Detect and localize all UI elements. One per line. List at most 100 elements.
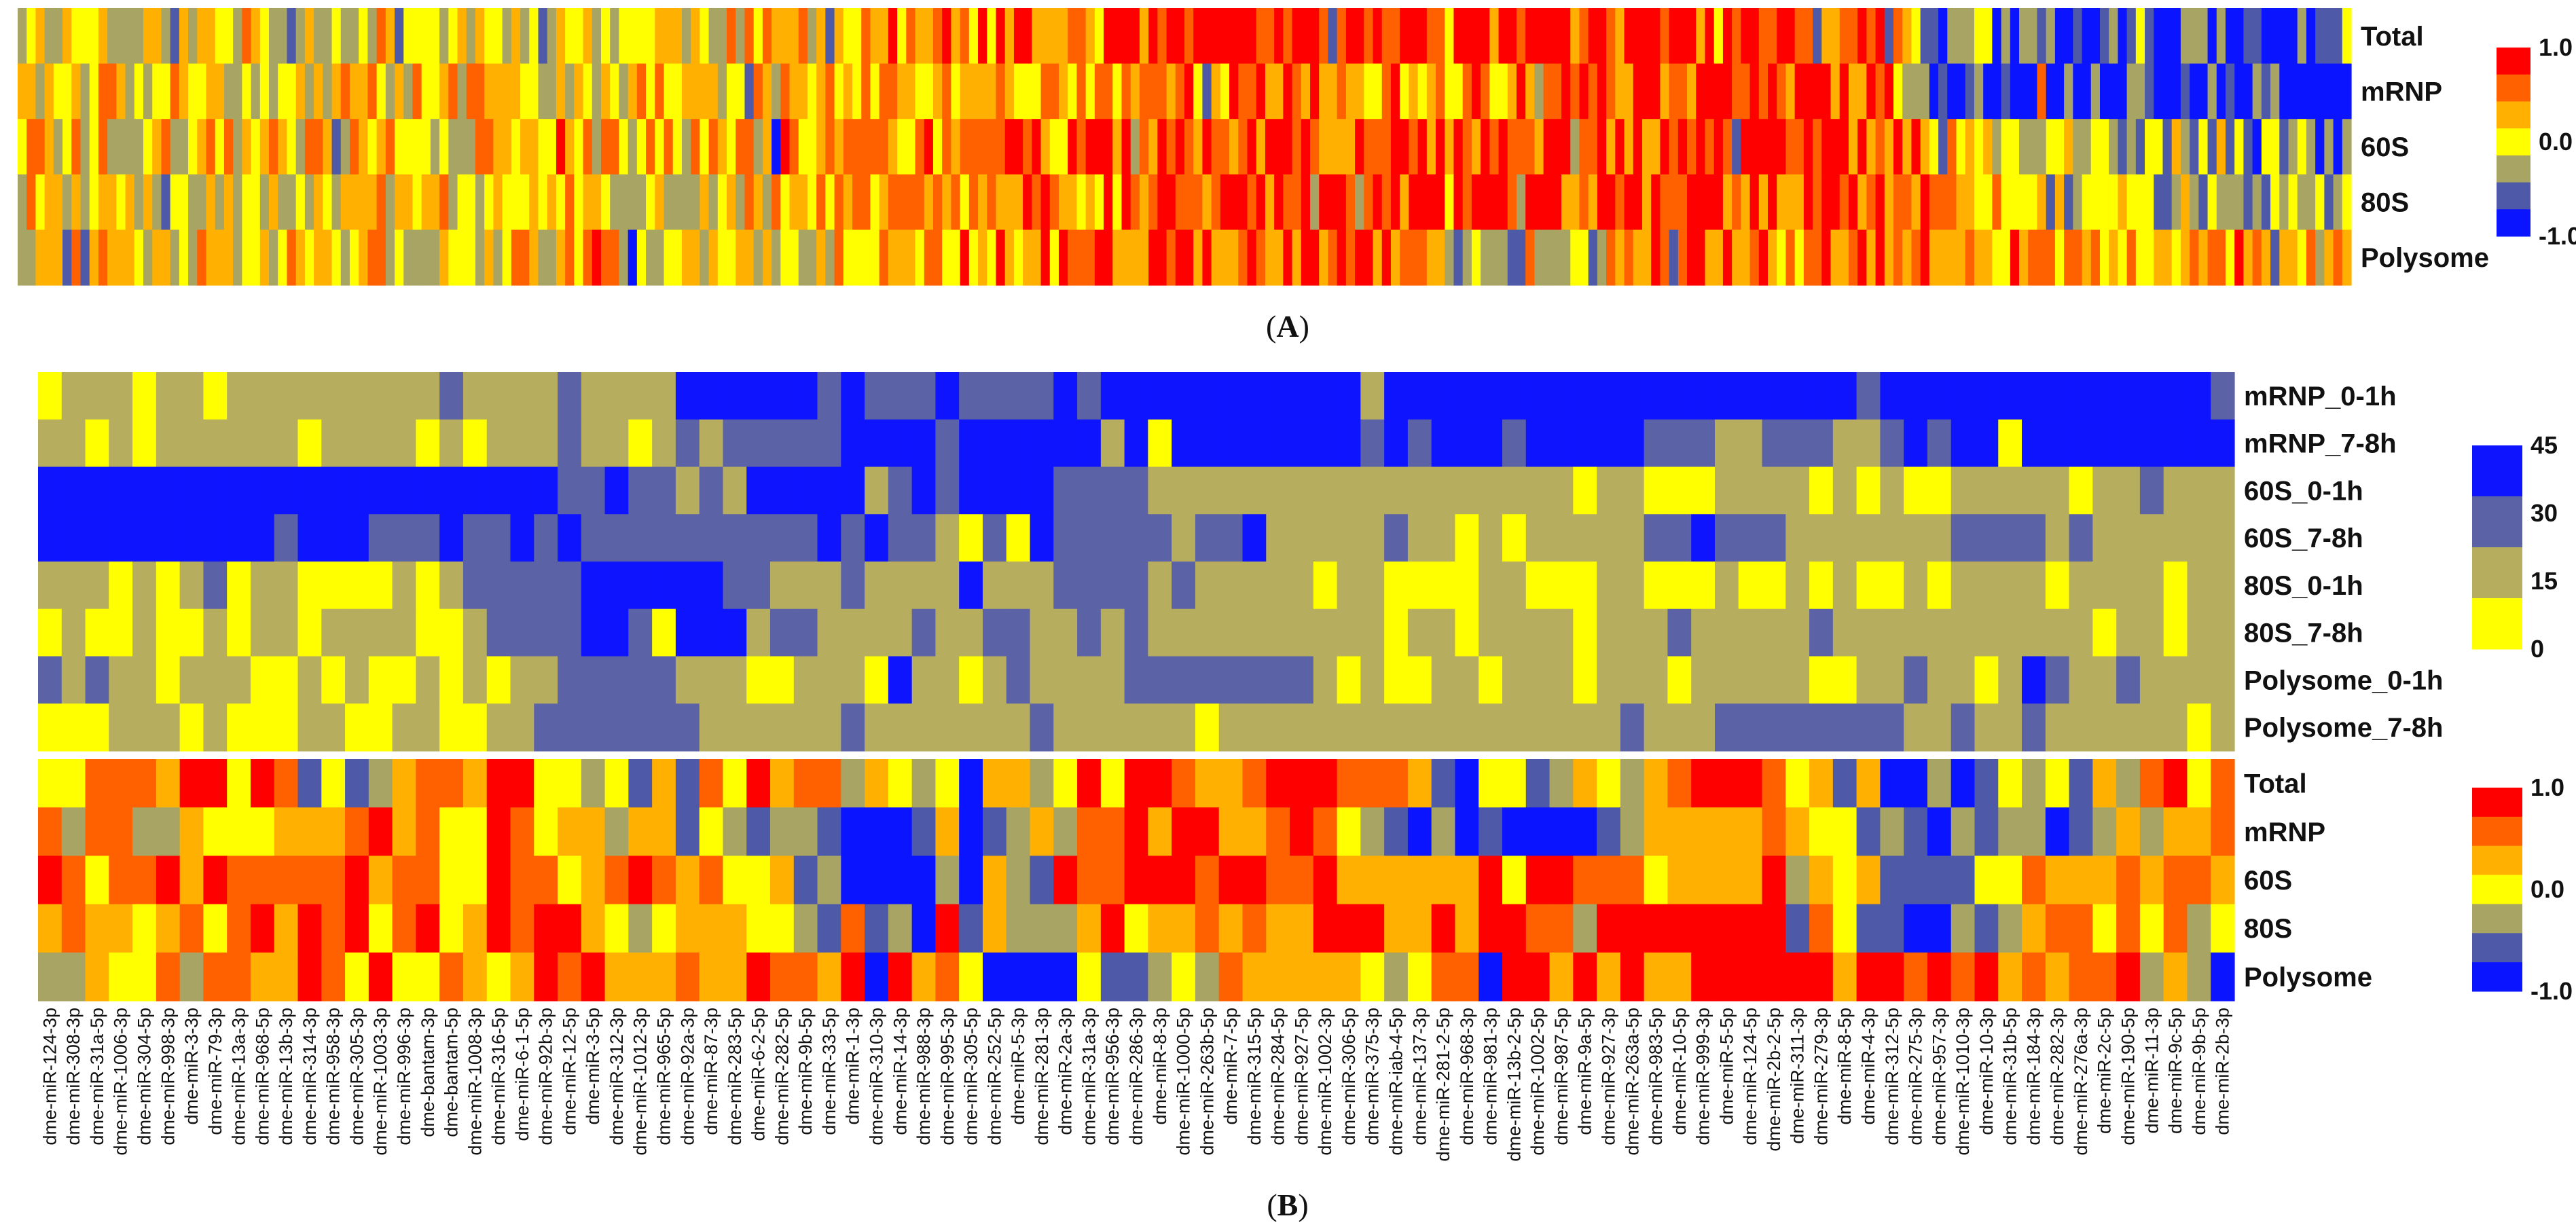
heatmap-cell — [1904, 703, 1928, 752]
heatmap-cell — [1175, 174, 1185, 230]
heatmap-cell — [636, 63, 647, 120]
heatmap-cell — [1355, 174, 1364, 230]
heatmap-cell — [1218, 656, 1244, 704]
heatmap-cell — [646, 229, 655, 286]
heatmap-cell — [581, 952, 606, 1002]
heatmap-cell — [321, 703, 346, 752]
heatmap-cell — [1053, 807, 1078, 856]
heatmap-cell — [1794, 174, 1804, 230]
heatmap-cell — [1193, 63, 1203, 120]
heatmap-cell — [1104, 174, 1113, 230]
heatmap-cell — [18, 8, 27, 65]
heatmap-cell — [1023, 63, 1032, 120]
heatmap-cell — [915, 174, 925, 230]
heatmap-cell — [1364, 119, 1374, 175]
heatmap-cell — [1195, 466, 1220, 515]
heatmap-cell — [486, 856, 511, 905]
heatmap-cell — [2180, 229, 2190, 286]
heatmap-cell — [1884, 8, 1894, 65]
heatmap-cell — [1053, 703, 1078, 752]
column-label: dme-miR-983-5p — [1646, 1008, 1666, 1145]
heatmap-cell — [2333, 174, 2343, 230]
heatmap-cell — [2270, 119, 2280, 175]
heatmap-cell — [1749, 174, 1760, 230]
heatmap-cell — [1256, 8, 1266, 65]
heatmap-cell — [1290, 703, 1314, 752]
heatmap-cell — [1265, 119, 1275, 175]
heatmap-cell — [2306, 229, 2316, 286]
heatmap-cell — [772, 63, 781, 120]
heatmap-cell — [2154, 8, 2164, 65]
column-label: dme-miR-999-3p — [1693, 1008, 1713, 1145]
heatmap-cell — [1884, 119, 1894, 175]
heatmap-cell — [1927, 466, 1952, 515]
heatmap-cell — [2324, 229, 2334, 286]
heatmap-cell — [1238, 63, 1248, 120]
heatmap-cell — [179, 608, 204, 657]
heatmap-cell — [462, 759, 488, 808]
heatmap-cell — [1687, 229, 1697, 286]
heatmap-cell — [2116, 466, 2141, 515]
heatmap-cell — [1785, 807, 1810, 856]
heatmap-cell — [1124, 807, 1148, 856]
heatmap-cell — [314, 8, 323, 65]
heatmap-cell — [1911, 63, 1921, 120]
heatmap-cell — [1561, 63, 1571, 120]
heatmap-cell — [345, 466, 369, 515]
heatmap-cell — [2126, 63, 2137, 120]
column-label: dme-miR-281-3p — [1032, 1008, 1052, 1145]
heatmap-cell — [321, 856, 346, 905]
heatmap-cell — [250, 656, 275, 704]
heatmap-cell — [1738, 656, 1763, 704]
heatmap-cell — [203, 656, 228, 704]
heatmap-cell — [1337, 904, 1361, 953]
heatmap-cell — [1462, 63, 1472, 120]
heatmap-cell — [1516, 174, 1526, 230]
heatmap-cell — [1068, 119, 1078, 175]
column-label: dme-miR-286-3p — [1126, 1008, 1146, 1145]
heatmap-cell — [2135, 63, 2145, 120]
heatmap-cell — [223, 8, 234, 65]
heatmap-cell — [1667, 419, 1692, 468]
heatmap-cell — [2022, 372, 2046, 420]
column-label: dme-miR-284-5p — [1268, 1008, 1288, 1145]
heatmap-cell — [1049, 229, 1059, 286]
heatmap-cell — [1184, 174, 1194, 230]
heatmap-cell — [412, 119, 422, 175]
heatmap-cell — [1832, 856, 1857, 905]
heatmap-cell — [1058, 229, 1068, 286]
heatmap-cell — [1301, 63, 1311, 120]
heatmap-cell — [274, 807, 299, 856]
heatmap-cell — [215, 8, 225, 65]
heatmap-cell — [1077, 703, 1102, 752]
heatmap-cell — [1502, 952, 1527, 1002]
heatmap-cell — [250, 807, 275, 856]
heatmap-cell — [556, 119, 566, 175]
heatmap-cell — [1597, 63, 1607, 120]
heatmap-cell — [574, 119, 584, 175]
heatmap-cell — [978, 174, 987, 230]
heatmap-cell — [1266, 759, 1290, 808]
heatmap-cell — [888, 759, 913, 808]
heatmap-cell — [297, 608, 322, 657]
heatmap-cell — [982, 759, 1007, 808]
heatmap-cell — [385, 174, 395, 230]
heatmap-cell — [1502, 514, 1527, 562]
heatmap-cell — [1998, 419, 2022, 468]
heatmap-cell — [2234, 119, 2245, 175]
heatmap-cell — [1032, 63, 1042, 120]
heatmap-cell — [1049, 174, 1059, 230]
heatmap-cell — [1573, 952, 1597, 1002]
heatmap-cell — [368, 372, 393, 420]
heatmap-cell — [817, 807, 841, 856]
heatmap-cell — [1130, 8, 1140, 65]
heatmap-cell — [85, 904, 109, 953]
heatmap-cell — [1911, 119, 1921, 175]
heatmap-cell — [2090, 8, 2101, 65]
heatmap-cell — [1543, 119, 1553, 175]
heatmap-cell — [865, 856, 889, 905]
heatmap-cell — [727, 63, 736, 120]
heatmap-cell — [2207, 229, 2217, 286]
heatmap-cell — [1337, 856, 1361, 905]
heatmap-cell — [392, 419, 416, 468]
